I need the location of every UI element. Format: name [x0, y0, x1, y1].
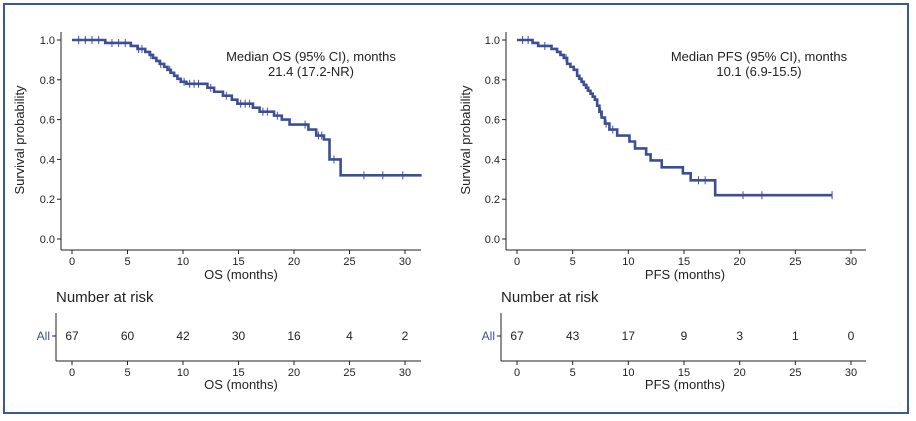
pfs-median-annotation-title: Median PFS (95% CI), months	[671, 49, 848, 64]
pfs-risk-x-tick-label: 15	[678, 367, 690, 379]
os-risk-title: Number at risk	[56, 289, 154, 306]
os-median-annotation-title: Median OS (95% CI), months	[226, 49, 396, 64]
pfs-risk-x-tick-label: 25	[789, 367, 801, 379]
pfs-censor-marks	[522, 36, 833, 200]
pfs-risk-count: 1	[792, 329, 799, 343]
pfs-y-tick-label: 1.0	[485, 35, 500, 47]
os-x-tick-label: 30	[399, 256, 411, 268]
os-x-tick-label: 10	[177, 256, 189, 268]
os-risk-count: 4	[346, 329, 353, 343]
pfs-km-curve	[517, 38, 833, 197]
os-risk-strata-label: All	[37, 329, 50, 343]
os-risk-table: Number at risk All 67 60 42 30 16 4 2 0 5 10 15 20…	[37, 289, 421, 392]
os-y-tick-label: 0.8	[40, 75, 55, 87]
os-risk-count: 2	[402, 329, 409, 343]
os-risk-x-tick-label: 30	[399, 367, 411, 379]
os-risk-x-axis-label: OS (months)	[204, 377, 278, 392]
pfs-y-ticks: 0.0 0.2 0.4 0.6 0.8 1.0	[485, 35, 506, 246]
os-risk-count: 16	[287, 329, 301, 343]
pfs-x-tick-label: 15	[678, 256, 690, 268]
pfs-survival-step-line	[517, 38, 833, 197]
os-risk-count: 42	[176, 329, 190, 343]
os-risk-x-ticks: 0 5 10 15 20 25 30	[69, 361, 411, 379]
os-risk-count: 67	[65, 329, 79, 343]
os-y-tick-label: 0.6	[40, 115, 55, 127]
figure-frame	[3, 3, 909, 414]
pfs-risk-count: 9	[681, 329, 688, 343]
pfs-risk-title: Number at risk	[501, 289, 599, 306]
os-y-tick-label: 1.0	[40, 35, 55, 47]
os-panel: 0.00.20.40.60.81.0 0 5 10 15 20 25 30 Survival…	[12, 32, 422, 392]
pfs-median-annotation-value: 10.1 (6.9-15.5)	[716, 64, 801, 79]
os-km-plot: 0.0 0.2 0.4 0.6 0.8 1.0 0 5 10 15 20 25 30 Survival…	[12, 32, 422, 282]
os-risk-x-tick-label: 5	[124, 367, 130, 379]
pfs-x-tick-label: 5	[570, 256, 576, 268]
os-censor-marks	[78, 36, 404, 180]
pfs-y-tick-label: 0.0	[485, 234, 500, 246]
os-risk-x-tick-label: 10	[177, 367, 189, 379]
os-x-tick-label: 25	[343, 256, 355, 268]
pfs-x-tick-label: 0	[514, 256, 520, 268]
os-risk-count: 60	[121, 329, 135, 343]
pfs-risk-table: Number at risk All 67 43 17 9 3 1 0 0 5 10 15 20 25…	[482, 289, 866, 392]
os-y-tick-label: 0.4	[40, 154, 55, 166]
pfs-risk-counts: 67 43 17 9 3 1 0	[497, 329, 855, 343]
pfs-risk-x-tick-label: 20	[734, 367, 746, 379]
pfs-y-tick-label: 0.8	[485, 75, 500, 87]
os-risk-counts: 67 60 42 30 16 4 2	[52, 329, 409, 343]
pfs-risk-count: 67	[510, 329, 524, 343]
os-x-tick-label: 5	[124, 256, 130, 268]
os-y-tick-label: 0.2	[40, 194, 55, 206]
os-risk-count: 30	[232, 329, 246, 343]
os-x-tick-label: 15	[232, 256, 244, 268]
pfs-y-tick-label: 0.2	[485, 194, 500, 206]
pfs-risk-x-axis-label: PFS (months)	[645, 377, 725, 392]
pfs-x-ticks: 0 5 10 15 20 25 30	[514, 250, 857, 268]
pfs-risk-count: 0	[848, 329, 855, 343]
os-x-tick-label: 20	[288, 256, 300, 268]
pfs-x-tick-label: 20	[734, 256, 746, 268]
pfs-x-tick-label: 30	[845, 256, 857, 268]
pfs-risk-x-tick-label: 5	[570, 367, 576, 379]
pfs-risk-x-ticks: 0 5 10 15 20 25 30	[514, 361, 857, 379]
pfs-risk-count: 3	[736, 329, 743, 343]
pfs-y-tick-label: 0.6	[485, 115, 500, 127]
os-y-tick-label: 0.0	[40, 234, 55, 246]
pfs-x-tick-label: 10	[622, 256, 634, 268]
pfs-risk-count: 17	[622, 329, 636, 343]
os-median-annotation-value: 21.4 (17.2-NR)	[268, 64, 354, 79]
pfs-x-axis-label: PFS (months)	[645, 267, 725, 282]
pfs-risk-x-tick-label: 0	[514, 367, 520, 379]
pfs-panel: 0.00.20.40.60.81.0 0 5 10 15 20 25 30 Survival…	[458, 32, 866, 392]
pfs-risk-strata-label: All	[482, 329, 495, 343]
pfs-risk-x-tick-label: 10	[622, 367, 634, 379]
os-risk-x-tick-label: 0	[69, 367, 75, 379]
os-x-axis-label: OS (months)	[204, 267, 278, 282]
os-y-ticks: 0.0 0.2 0.4 0.6 0.8 1.0	[40, 35, 61, 246]
pfs-risk-x-tick-label: 30	[845, 367, 857, 379]
pfs-km-plot: 0.0 0.2 0.4 0.6 0.8 1.0 0 5 10 15 20 25 30 Survival…	[458, 32, 866, 282]
os-risk-x-tick-label: 20	[288, 367, 300, 379]
pfs-x-tick-label: 25	[789, 256, 801, 268]
os-x-ticks: 0 5 10 15 20 25 30	[69, 250, 411, 268]
os-y-axis-label: Survival probability	[12, 85, 27, 195]
pfs-y-tick-label: 0.4	[485, 154, 500, 166]
os-risk-x-tick-label: 25	[343, 367, 355, 379]
pfs-y-axis-label: Survival probability	[458, 85, 473, 195]
pfs-risk-count: 43	[566, 329, 580, 343]
os-x-tick-label: 0	[69, 256, 75, 268]
os-risk-x-tick-label: 15	[232, 367, 244, 379]
